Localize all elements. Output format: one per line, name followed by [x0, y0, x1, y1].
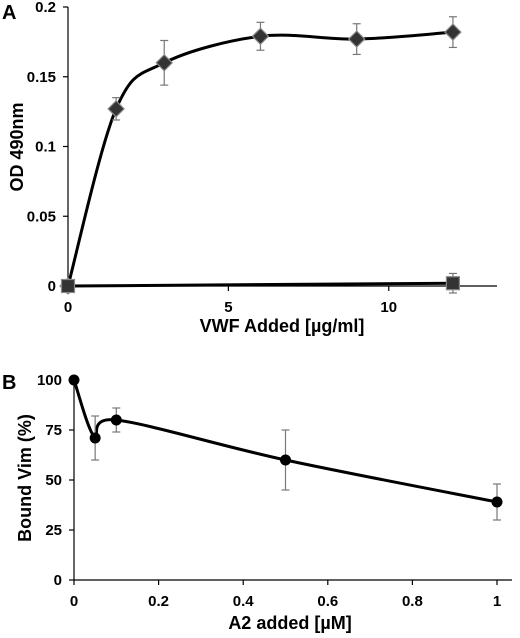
- panel-a-y-tick-label: 0: [48, 278, 56, 295]
- panel-b-y-tick-label: 75: [45, 422, 62, 439]
- panel-a-series-2-line: [67, 281, 453, 288]
- panel-a-letter: A: [2, 2, 16, 24]
- panel-a-x-tick-label: 10: [380, 299, 397, 316]
- panel-a-y-tick-label: 0.15: [27, 69, 56, 86]
- panel-b-chart: B 0 25 50 75 100 0 0.2 0.4 0.6 0.8 1 A2 added [µM…: [2, 372, 512, 633]
- panel-b-x-axis-title: A2 added [µM]: [228, 613, 351, 633]
- panel-b-data-point: [68, 374, 80, 386]
- panel-b-y-tick-label: 25: [45, 522, 62, 539]
- panel-b-y-axis-title: Bound Vim (%): [15, 414, 35, 542]
- panel-b-letter: B: [2, 372, 16, 394]
- panel-a-x-tick-label: 5: [224, 299, 232, 316]
- panel-a-chart: A 0 0.05 0.1 0.15 0.2 0 5 10 VWF Added [µg/ml]…: [2, 0, 497, 336]
- panel-b-x-tick-label: 0: [70, 593, 78, 610]
- panel-a-data-point: [155, 53, 174, 72]
- panel-a-data-point: [107, 99, 125, 118]
- panel-a-data-point: [444, 23, 462, 41]
- panel-b-data-point: [280, 454, 291, 466]
- panel-a-y-axis-title: OD 490nm: [7, 102, 27, 191]
- panel-a-data-point: [60, 278, 76, 294]
- panel-b-x-tick-label: 0.6: [317, 593, 338, 610]
- panel-a-y-tick-label: 0.05: [27, 208, 56, 225]
- panel-b-x-tick-label: 1: [493, 593, 501, 610]
- panel-a-series-1-line: [66, 30, 454, 287]
- panel-b-data-point: [491, 496, 503, 508]
- panel-a-x-axis-title: VWF Added [µg/ml]: [200, 316, 365, 336]
- panel-b-data-point: [89, 432, 101, 444]
- panel-b-y-tick-label: 100: [37, 372, 62, 389]
- panel-a-data-point: [251, 27, 270, 46]
- panel-a-x-tick-label: 0: [64, 299, 72, 316]
- panel-a-data-point: [445, 276, 461, 291]
- panel-b-data-point: [110, 414, 122, 426]
- panel-a-y-tick-label: 0.1: [35, 139, 56, 156]
- panel-b-y-tick-label: 50: [45, 472, 62, 489]
- panel-b-y-tick-label: 0: [54, 572, 62, 589]
- panel-a-y-tick-label: 0.2: [35, 0, 56, 16]
- panel-b-x-tick-label: 0.4: [233, 593, 255, 610]
- panel-b-x-tick-label: 0.8: [402, 593, 423, 610]
- panel-b-x-tick-label: 0.2: [148, 593, 169, 610]
- panel-a-data-point: [347, 30, 366, 48]
